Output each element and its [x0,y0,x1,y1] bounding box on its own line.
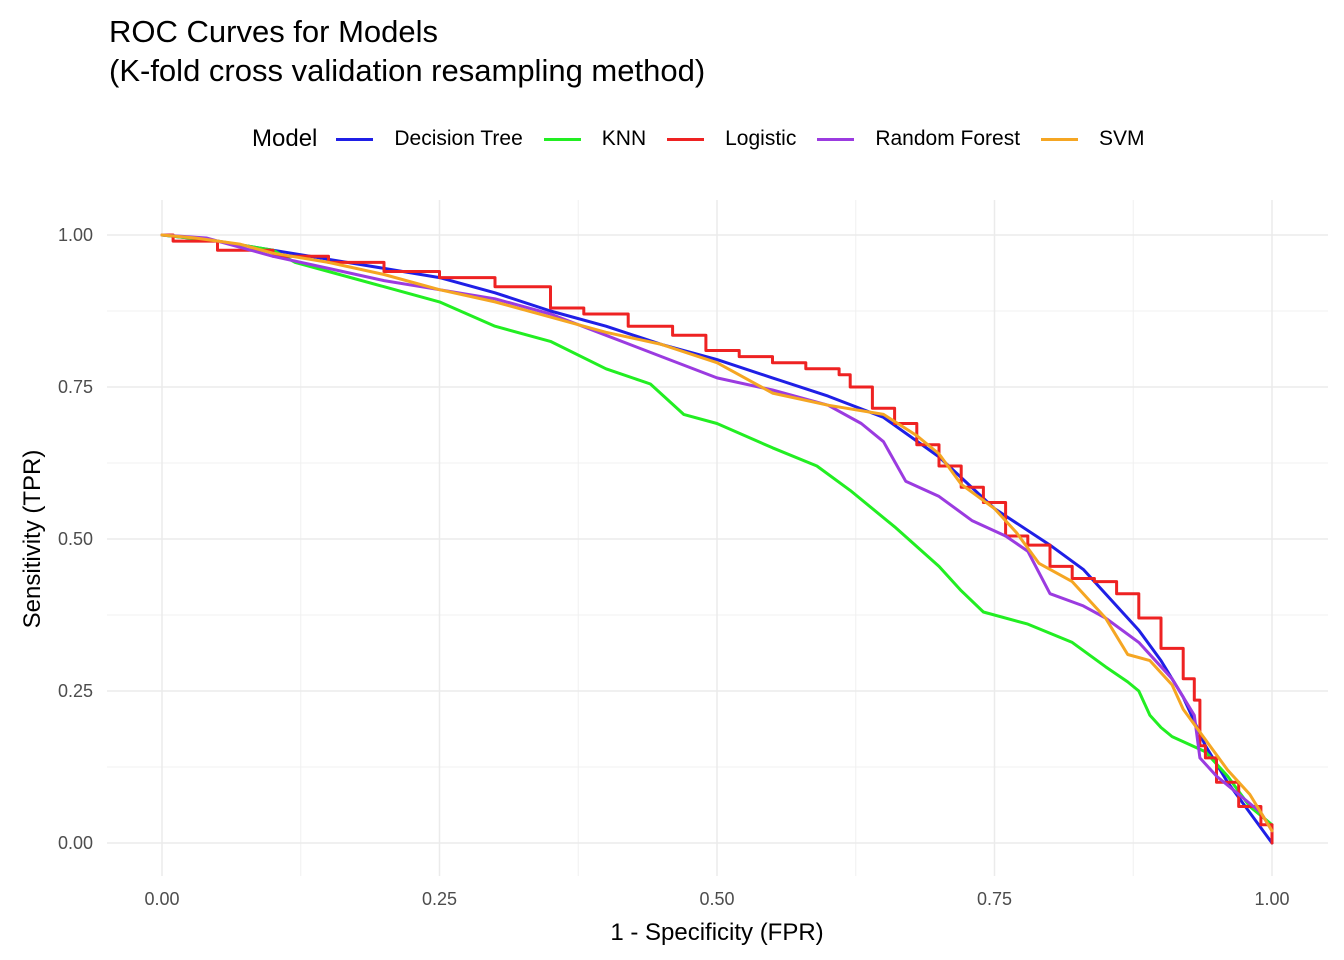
x-tick-label: 0.00 [144,889,179,909]
chart-subtitle: (K-fold cross validation resampling meth… [109,53,706,88]
legend-label-knn: KNN [601,127,647,150]
legend-label-logistic: Logistic [725,127,797,150]
legend-item-decision-tree: Decision Tree [336,127,523,151]
legend-title: Model [252,125,318,152]
y-tick-label: 1.00 [58,225,93,245]
y-tick-label: 0.50 [58,529,93,549]
legend-key-svm [1041,137,1079,141]
legend-key-logistic [667,137,705,141]
legend-item-knn: KNN [543,127,647,151]
y-tick-label: 0.75 [58,377,93,397]
x-axis-title: 1 - Specificity (FPR) [610,919,823,946]
x-tick-label: 0.25 [422,889,457,909]
legend-key-random-forest [817,137,855,141]
y-axis-title: Sensitivity (TPR) [19,450,46,629]
legend-key-knn [543,137,581,141]
chart-title: ROC Curves for Models [109,14,439,49]
y-tick-label: 0.25 [58,681,93,701]
y-tick-label: 0.00 [58,833,93,853]
legend-key-decision-tree [336,137,374,141]
legend-item-logistic: Logistic [667,127,796,151]
x-tick-label: 1.00 [1254,889,1289,909]
legend-item-svm: SVM [1041,127,1145,151]
series-line-random-forest [160,233,1274,833]
legend: Model Decision Tree KNN Logistic Random For… [252,122,1166,156]
series-line-logistic [160,233,1274,845]
legend-label-decision-tree: Decision Tree [394,127,523,150]
series-line-svm [160,233,1274,833]
legend-label-random-forest: Random Forest [875,127,1021,150]
series-line-knn [160,233,1274,827]
legend-label-svm: SVM [1099,127,1145,150]
legend-item-random-forest: Random Forest [817,127,1020,151]
x-tick-label: 0.50 [699,889,734,909]
chart-title-block: ROC Curves for Models (K-fold cross vali… [109,12,705,90]
x-tick-label: 0.75 [977,889,1012,909]
